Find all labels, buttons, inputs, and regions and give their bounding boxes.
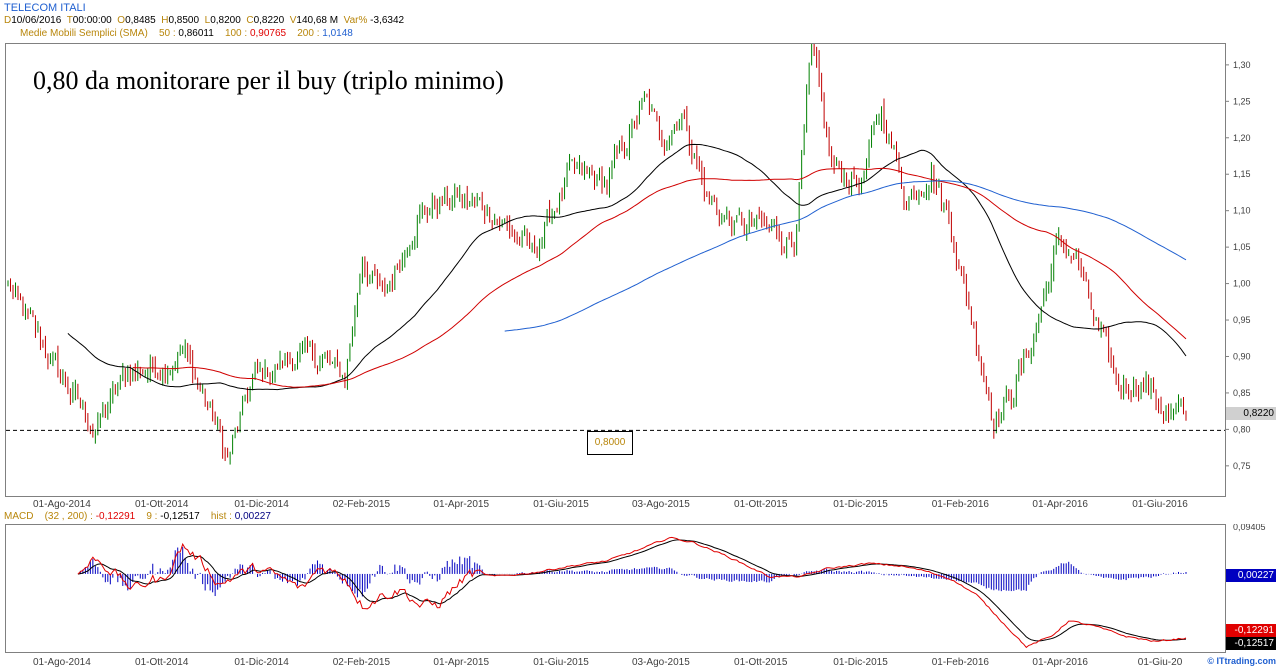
y-tick-label: 1,05 (1233, 242, 1251, 252)
t-label: T (66, 15, 73, 26)
macd-x-tick-label: 01-Apr-2015 (433, 657, 489, 668)
x-tick-label: 03-Ago-2015 (632, 499, 690, 510)
sma-legend-label: Medie Mobili Semplici (SMA) (20, 28, 148, 39)
y-tick-label: 1,25 (1233, 96, 1251, 106)
macd-tag: -0,12291 (1226, 624, 1276, 637)
v-label: V (289, 15, 297, 26)
macd-x-tick-label: 01-Giu-20 (1138, 657, 1183, 668)
l-label: L (204, 15, 211, 26)
x-tick-label: 01-Dic-2014 (234, 499, 289, 510)
macd-x-axis: 01-Ago-2014 01-Ott-2014 01-Dic-2014 02-Feb-… (33, 657, 1183, 668)
macd-params: (32 , 200) : (44, 511, 93, 522)
y-tick-label: 0,75 (1233, 461, 1251, 471)
var-value: -3,6342 (370, 15, 405, 26)
h-label: H (161, 15, 169, 26)
hist-value: 0,00227 (234, 511, 271, 522)
d-label: D (4, 15, 12, 26)
macd-value: -0,12291 (95, 511, 136, 522)
price-chart (6, 33, 1225, 465)
y-tick-label: 1,30 (1233, 60, 1251, 70)
x-tick-label: 01-Apr-2015 (433, 499, 489, 510)
x-tick-label: 01-Feb-2016 (932, 499, 990, 510)
macd-x-tick-label: 01-Feb-2016 (932, 657, 990, 668)
level-label: 0,8000 (587, 431, 633, 455)
y-tick-label: 0,80 (1233, 424, 1251, 434)
ohlc-readout: D10/06/2016 T00:00:00 O0,8485 H0,8500 L0… (4, 15, 404, 27)
macd-x-tick-label: 01-Apr-2016 (1032, 657, 1088, 668)
macd-x-tick-label: 01-Giu-2015 (533, 657, 589, 668)
price-chart-panel (5, 33, 1226, 497)
c-value: 0,8220 (253, 15, 285, 26)
signal-tag: -0,12517 (1226, 637, 1276, 650)
sma200-value: 1,0148 (322, 28, 353, 39)
macd-x-tick-label: 01-Ago-2014 (33, 657, 91, 668)
x-tick-label: 01-Giu-2016 (1132, 499, 1188, 510)
sma50-label: 50 : (158, 28, 176, 39)
y-tick-label: 1,10 (1233, 206, 1251, 216)
var-label: Var% (343, 15, 368, 26)
signal-line (77, 539, 1187, 642)
macd-y-tick-label: 0,09405 (1233, 524, 1266, 532)
macd-legend: MACD (32 , 200) : -0,12291 9 : -0,12517 … (4, 511, 271, 523)
macd-chart (77, 536, 1187, 649)
chart-annotation: 0,80 da monitorare per il buy (triplo mi… (33, 66, 504, 95)
sma200-line (504, 180, 1187, 332)
macd-x-tick-label: 02-Feb-2015 (333, 657, 391, 668)
chart-title: TELECOM ITALI (4, 2, 86, 14)
sma50-value: 0,86011 (178, 28, 214, 39)
hist-label: hist : (210, 511, 232, 522)
v-value: 140,68 M (296, 15, 339, 26)
price-x-axis: 01-Ago-2014 01-Ott-2014 01-Dic-2014 02-Feb-… (33, 499, 1188, 510)
sma100-line (132, 167, 1187, 388)
macd-line (77, 536, 1187, 649)
macd-x-tick-label: 01-Ott-2015 (734, 657, 788, 668)
signal-value: -0,12517 (160, 511, 200, 522)
x-tick-label: 02-Feb-2015 (333, 499, 391, 510)
macd-x-tick-label: 01-Dic-2014 (234, 657, 289, 668)
macd-x-tick-label: 01-Ott-2014 (135, 657, 189, 668)
macd-x-tick-label: 01-Dic-2015 (833, 657, 888, 668)
watermark: © ITtrading.com (1207, 656, 1276, 666)
macd-chart-panel (5, 524, 1226, 653)
y-tick-label: 0,95 (1233, 315, 1251, 325)
sma50-line (67, 143, 1187, 391)
y-tick-label: 1,15 (1233, 169, 1251, 179)
sma100-value: 0,90765 (249, 28, 287, 39)
y-tick-label: 0,85 (1233, 388, 1251, 398)
x-tick-label: 01-Ott-2015 (734, 499, 788, 510)
c-label: C (246, 15, 254, 26)
macd-axis: 0,09405 (1233, 524, 1266, 532)
hist-tag: 0,00227 (1226, 569, 1276, 582)
o-value: 0,8485 (125, 15, 156, 26)
x-tick-label: 01-Apr-2016 (1032, 499, 1088, 510)
x-tick-label: 01-Ago-2014 (33, 499, 91, 510)
l-value: 0,8200 (210, 15, 241, 26)
d-value: 10/06/2016 (11, 15, 62, 26)
sma200-label: 200 : (297, 28, 320, 39)
x-tick-label: 01-Dic-2015 (833, 499, 888, 510)
macd-x-tick-label: 03-Ago-2015 (632, 657, 690, 668)
o-label: O (117, 15, 126, 26)
x-tick-label: 01-Ott-2014 (135, 499, 189, 510)
sma100-label: 100 : (224, 28, 248, 39)
y-tick-label: 0,90 (1233, 351, 1251, 361)
signal-label: 9 : (146, 511, 158, 522)
y-tick-label: 1,00 (1233, 279, 1251, 289)
x-tick-label: 01-Giu-2015 (533, 499, 589, 510)
y-tick-label: 1,20 (1233, 133, 1251, 143)
h-value: 0,8500 (168, 15, 200, 26)
last-price-tag: 0,8220 (1226, 407, 1276, 420)
macd-legend-label: MACD (4, 511, 34, 522)
price-bars (7, 33, 1187, 465)
t-value: 00:00:00 (72, 15, 112, 26)
price-axis: 1,30 1,25 1,20 1,15 1,10 1,05 1,00 0,95 0,90 0,85… (1225, 60, 1251, 471)
sma-legend: Medie Mobili Semplici (SMA) 50 : 0,86011… (20, 28, 353, 40)
